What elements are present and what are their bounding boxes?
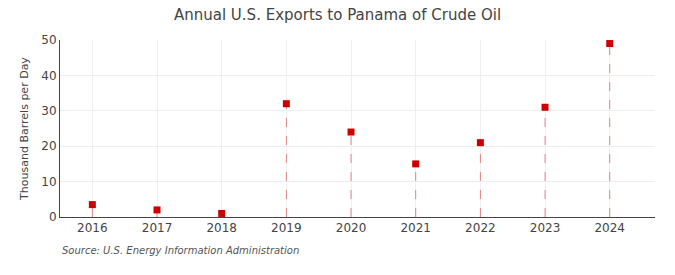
svg-text:0: 0	[49, 210, 57, 224]
svg-text:40: 40	[41, 69, 56, 83]
svg-text:2016: 2016	[77, 221, 108, 235]
svg-text:2022: 2022	[465, 221, 496, 235]
svg-text:2024: 2024	[594, 221, 625, 235]
svg-text:30: 30	[41, 104, 56, 118]
svg-text:Source: U.S. Energy Informatio: Source: U.S. Energy Information Administ…	[62, 245, 299, 256]
svg-text:20: 20	[41, 139, 56, 153]
svg-text:2017: 2017	[142, 221, 173, 235]
svg-text:2023: 2023	[530, 221, 561, 235]
svg-text:10: 10	[41, 175, 56, 189]
svg-text:Thousand Barrels per Day: Thousand Barrels per Day	[18, 57, 31, 201]
svg-text:50: 50	[41, 33, 56, 47]
svg-text:2020: 2020	[336, 221, 367, 235]
svg-text:2021: 2021	[400, 221, 431, 235]
svg-text:Annual U.S. Exports to Panama: Annual U.S. Exports to Panama of Crude O…	[174, 6, 501, 24]
svg-text:2018: 2018	[206, 221, 237, 235]
svg-text:2019: 2019	[271, 221, 302, 235]
